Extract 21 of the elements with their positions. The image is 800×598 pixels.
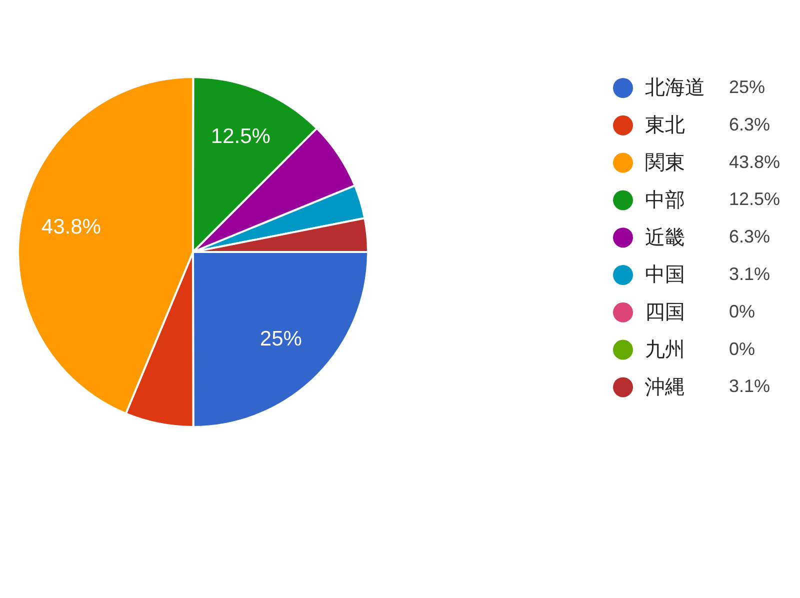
data-label: 25% bbox=[260, 328, 302, 351]
text: 25% bbox=[729, 76, 766, 97]
text: 0% bbox=[729, 338, 756, 359]
text: 43.8% bbox=[729, 152, 780, 172]
legend-label: 沖縄 bbox=[645, 374, 685, 398]
data-label: 43.8% bbox=[41, 215, 101, 238]
data-label: 3.1% bbox=[729, 376, 770, 396]
legend-label: 東北 bbox=[645, 112, 685, 137]
text: 12.5% bbox=[729, 189, 780, 210]
data-label: 12.5% bbox=[210, 125, 270, 148]
data-label: 3.1% bbox=[729, 264, 770, 284]
text: 0% bbox=[729, 301, 756, 322]
legend-label: 中部 bbox=[645, 187, 685, 212]
legend-label: 関東 bbox=[645, 150, 685, 174]
data-label: 6.3% bbox=[729, 114, 770, 134]
data-label: 6.3% bbox=[729, 226, 770, 247]
legend-label: 北海道 bbox=[645, 75, 705, 100]
legend-label: 中国 bbox=[645, 262, 685, 286]
legend-label: 九州 bbox=[645, 337, 685, 362]
legend-label: 近畿 bbox=[645, 224, 685, 249]
legend-label: 四国 bbox=[645, 300, 685, 324]
